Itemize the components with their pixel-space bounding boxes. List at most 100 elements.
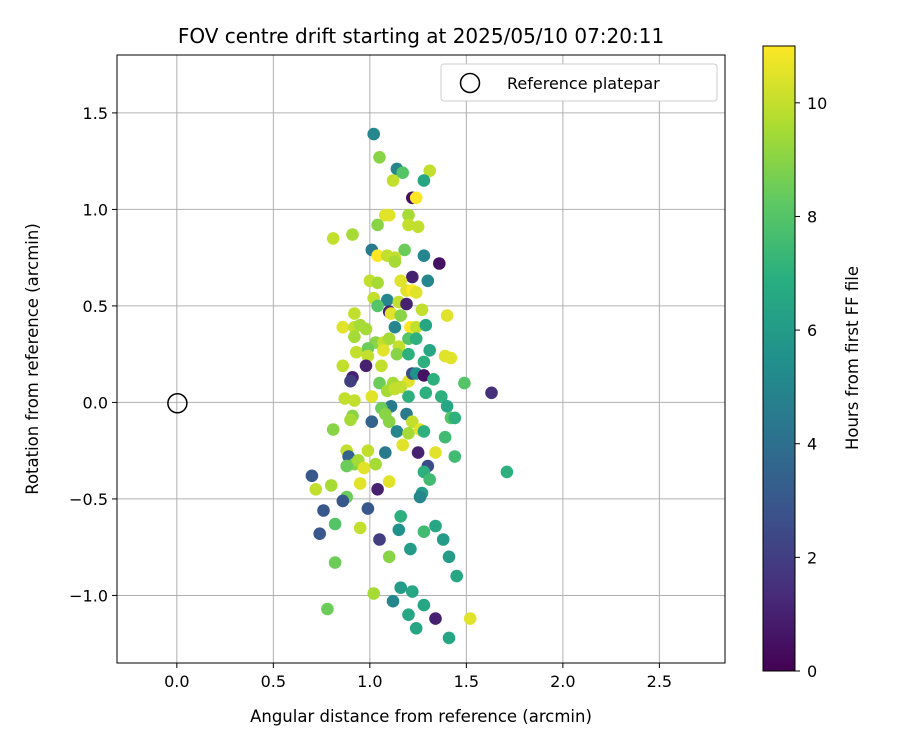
chart-title: FOV centre drift starting at 2025/05/10 …	[178, 24, 664, 48]
data-point	[419, 318, 433, 332]
data-point	[429, 446, 442, 459]
data-point	[382, 475, 396, 488]
colorbar-label: Hours from first FF file	[843, 266, 862, 450]
colorbar-tick-label: 2	[807, 548, 817, 567]
y-tick-label: 0.0	[83, 393, 108, 412]
data-point	[417, 355, 431, 369]
data-point	[357, 461, 371, 475]
data-point	[326, 232, 340, 245]
legend-marker	[459, 72, 481, 94]
colorbar-gradient	[763, 46, 795, 671]
data-point	[394, 380, 408, 394]
data-point	[417, 598, 431, 612]
x-tick-label: 1.5	[454, 672, 479, 691]
data-point	[317, 504, 330, 517]
reference-point-marker	[167, 393, 188, 414]
plot-frame	[116, 54, 726, 664]
legend: Reference platepar	[440, 63, 718, 102]
data-point	[348, 394, 361, 407]
colorbar: 0 2 4 6 8 10 Hours from first FF file	[762, 45, 862, 681]
data-point	[367, 127, 381, 141]
data-point	[415, 303, 429, 317]
data-point	[423, 473, 437, 486]
data-point	[336, 320, 350, 334]
data-point	[340, 459, 354, 473]
data-point	[371, 249, 384, 262]
x-tick-label: 2.0	[550, 672, 575, 691]
data-points	[305, 127, 514, 645]
data-point	[326, 423, 340, 436]
data-point	[350, 345, 363, 359]
data-point	[409, 622, 423, 635]
data-point	[369, 457, 382, 471]
data-point	[417, 425, 431, 438]
data-point	[359, 359, 373, 373]
data-point	[361, 502, 375, 515]
data-point	[321, 602, 334, 616]
data-point	[423, 344, 437, 357]
colorbar-tick-label: 0	[807, 662, 817, 681]
data-point	[377, 344, 390, 357]
grid-lines	[117, 55, 725, 663]
data-point	[388, 320, 402, 334]
data-point	[359, 322, 373, 336]
data-point	[344, 413, 357, 427]
data-point	[458, 376, 471, 390]
data-point	[436, 533, 450, 546]
data-point	[346, 228, 359, 241]
data-point	[309, 483, 323, 496]
data-point	[411, 220, 425, 234]
y-axis-ticks: −1.0 −0.5 0.0 0.5 1.0 1.5	[69, 104, 117, 605]
data-point	[409, 320, 423, 334]
data-point	[396, 438, 410, 452]
data-point	[373, 151, 386, 164]
x-axis-label: Angular distance from reference (arcmin)	[250, 707, 592, 726]
y-tick-label: 1.5	[83, 104, 108, 123]
data-point	[398, 243, 411, 257]
legend-box	[440, 63, 718, 102]
y-tick-label: −1.0	[69, 586, 108, 605]
data-point	[353, 477, 367, 490]
data-point	[313, 527, 327, 540]
data-point	[409, 332, 423, 346]
data-point	[411, 446, 425, 459]
data-point	[402, 208, 415, 222]
data-point	[380, 293, 394, 307]
colorbar-ticks: 0 2 4 6 8 10	[795, 94, 827, 681]
x-tick-label: 0.5	[261, 672, 286, 691]
data-point	[336, 494, 350, 508]
x-tick-label: 0.0	[164, 672, 189, 691]
data-point	[365, 415, 379, 429]
data-point	[404, 542, 417, 556]
data-point	[406, 270, 419, 284]
data-point	[394, 581, 408, 594]
data-point	[365, 390, 379, 403]
data-point	[400, 297, 413, 311]
data-point	[328, 517, 342, 531]
data-point	[394, 309, 408, 322]
data-point	[386, 174, 400, 187]
data-point	[433, 257, 446, 270]
data-point	[438, 430, 452, 444]
data-point	[353, 521, 367, 535]
y-axis-label: Rotation from reference (arcmin)	[23, 223, 42, 495]
data-point	[344, 374, 357, 388]
data-point	[450, 569, 464, 583]
data-point	[328, 556, 342, 569]
data-point	[413, 490, 427, 504]
data-point	[402, 347, 415, 361]
y-tick-label: −0.5	[69, 490, 108, 509]
colorbar-tick-label: 8	[807, 207, 817, 226]
data-point	[423, 164, 437, 178]
data-point	[361, 444, 375, 458]
data-point	[396, 166, 410, 179]
data-point	[440, 400, 454, 413]
data-point	[442, 550, 456, 564]
data-point	[417, 525, 431, 538]
data-point	[367, 587, 381, 600]
colorbar-tick-label: 4	[807, 435, 817, 454]
data-point	[371, 276, 384, 290]
data-point	[390, 425, 404, 438]
data-point	[305, 469, 319, 483]
